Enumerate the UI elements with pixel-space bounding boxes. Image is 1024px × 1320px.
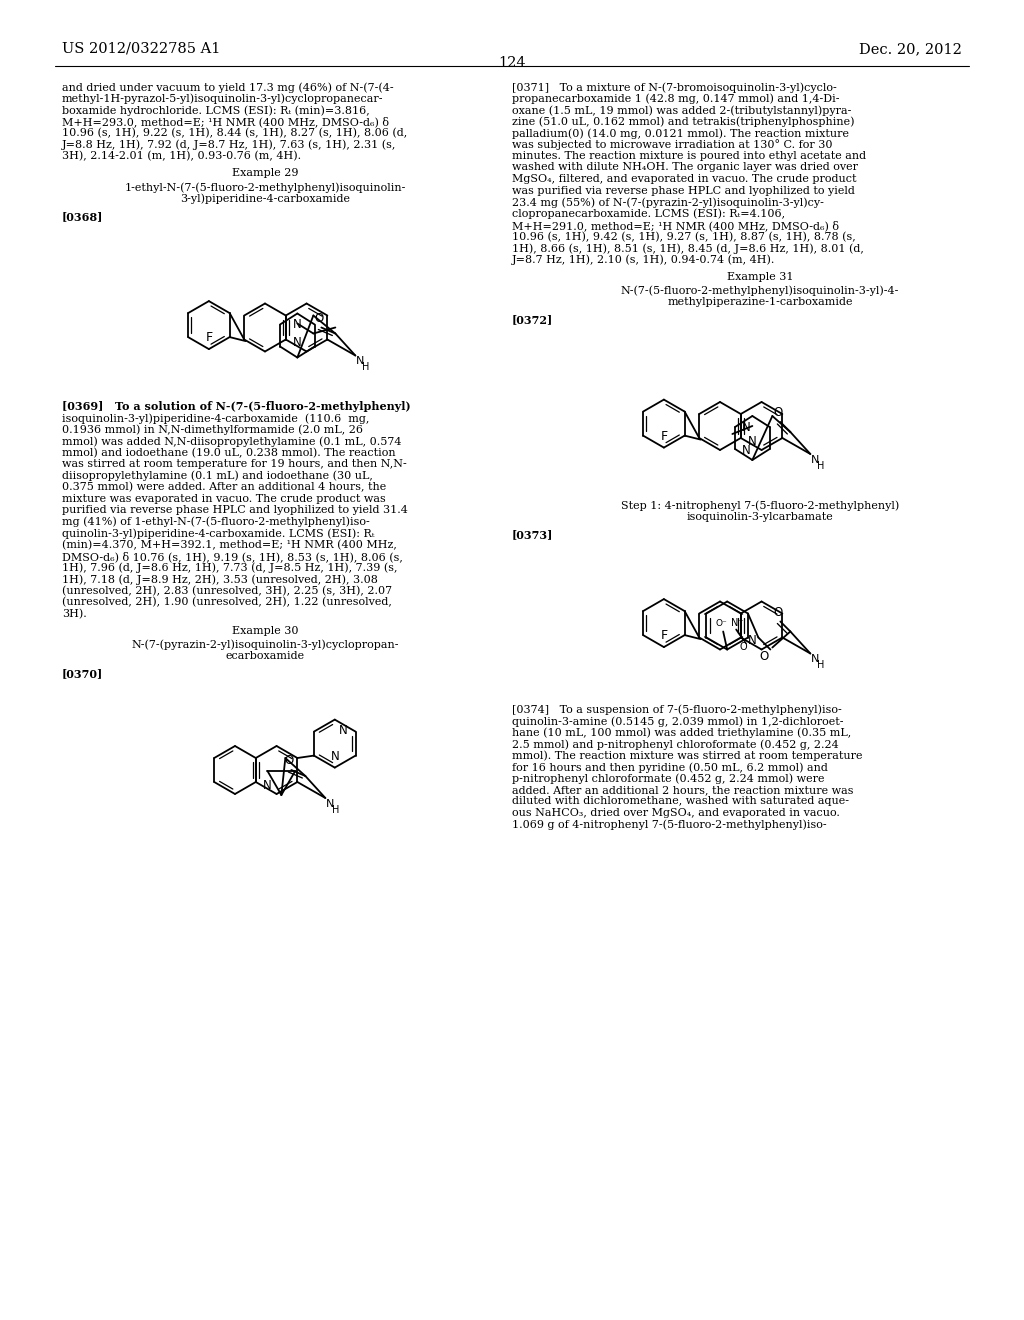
Text: N: N xyxy=(339,723,347,737)
Text: F: F xyxy=(660,429,668,442)
Text: H: H xyxy=(333,805,340,814)
Text: was stirred at room temperature for 19 hours, and then N,N-: was stirred at room temperature for 19 h… xyxy=(62,459,407,469)
Text: Step 1: 4-nitrophenyl 7-(5-fluoro-2-methylphenyl): Step 1: 4-nitrophenyl 7-(5-fluoro-2-meth… xyxy=(621,500,899,511)
Text: quinolin-3-amine (0.5145 g, 2.039 mmol) in 1,2-dichloroet-: quinolin-3-amine (0.5145 g, 2.039 mmol) … xyxy=(512,715,844,726)
Text: (unresolved, 2H), 2.83 (unresolved, 3H), 2.25 (s, 3H), 2.07: (unresolved, 2H), 2.83 (unresolved, 3H),… xyxy=(62,586,392,595)
Text: N: N xyxy=(741,421,751,434)
Text: oxane (1.5 mL, 19 mmol) was added 2-(tributylstannyl)pyra-: oxane (1.5 mL, 19 mmol) was added 2-(tri… xyxy=(512,106,851,116)
Text: O: O xyxy=(739,642,746,652)
Text: N⁺: N⁺ xyxy=(731,619,743,628)
Text: US 2012/0322785 A1: US 2012/0322785 A1 xyxy=(62,42,220,55)
Text: boxamide hydrochloride. LCMS (ESI): Rₜ (min)=3.816,: boxamide hydrochloride. LCMS (ESI): Rₜ (… xyxy=(62,106,370,116)
Text: DMSO-d₆) δ 10.76 (s, 1H), 9.19 (s, 1H), 8.53 (s, 1H), 8.06 (s,: DMSO-d₆) δ 10.76 (s, 1H), 9.19 (s, 1H), … xyxy=(62,550,402,562)
Text: diisopropylethylamine (0.1 mL) and iodoethane (30 uL,: diisopropylethylamine (0.1 mL) and iodoe… xyxy=(62,470,373,480)
Text: 3H).: 3H). xyxy=(62,609,87,619)
Text: and dried under vacuum to yield 17.3 mg (46%) of N-(7-(4-: and dried under vacuum to yield 17.3 mg … xyxy=(62,82,393,92)
Text: diluted with dichloromethane, washed with saturated aque-: diluted with dichloromethane, washed wit… xyxy=(512,796,849,807)
Text: H: H xyxy=(817,461,824,471)
Text: 124: 124 xyxy=(499,55,525,70)
Text: mmol) and iodoethane (19.0 uL, 0.238 mmol). The reaction: mmol) and iodoethane (19.0 uL, 0.238 mmo… xyxy=(62,447,395,458)
Text: washed with dilute NH₄OH. The organic layer was dried over: washed with dilute NH₄OH. The organic la… xyxy=(512,162,858,173)
Text: M+H=291.0, method=E; ¹H NMR (400 MHz, DMSO-d₆) δ: M+H=291.0, method=E; ¹H NMR (400 MHz, DM… xyxy=(512,220,839,231)
Text: [0372]: [0372] xyxy=(512,314,553,326)
Text: O: O xyxy=(759,651,768,664)
Text: N: N xyxy=(748,635,757,648)
Text: minutes. The reaction mixture is poured into ethyl acetate and: minutes. The reaction mixture is poured … xyxy=(512,150,866,161)
Text: J=8.8 Hz, 1H), 7.92 (d, J=8.7 Hz, 1H), 7.63 (s, 1H), 2.31 (s,: J=8.8 Hz, 1H), 7.92 (d, J=8.7 Hz, 1H), 7… xyxy=(62,140,396,150)
Text: zine (51.0 uL, 0.162 mmol) and tetrakis(triphenylphosphine): zine (51.0 uL, 0.162 mmol) and tetrakis(… xyxy=(512,116,854,127)
Text: [0369]   To a solution of N-(7-(5-fluoro-2-methylphenyl): [0369] To a solution of N-(7-(5-fluoro-2… xyxy=(62,401,411,412)
Text: 2.5 mmol) and p-nitrophenyl chloroformate (0.452 g, 2.24: 2.5 mmol) and p-nitrophenyl chloroformat… xyxy=(512,739,839,750)
Text: 10.96 (s, 1H), 9.42 (s, 1H), 9.27 (s, 1H), 8.87 (s, 1H), 8.78 (s,: 10.96 (s, 1H), 9.42 (s, 1H), 9.27 (s, 1H… xyxy=(512,231,856,242)
Text: 10.96 (s, 1H), 9.22 (s, 1H), 8.44 (s, 1H), 8.27 (s, 1H), 8.06 (d,: 10.96 (s, 1H), 9.22 (s, 1H), 8.44 (s, 1H… xyxy=(62,128,408,139)
Text: [0370]: [0370] xyxy=(62,668,103,680)
Text: N: N xyxy=(293,318,302,331)
Text: was purified via reverse phase HPLC and lyophilized to yield: was purified via reverse phase HPLC and … xyxy=(512,186,855,195)
Text: mg (41%) of 1-ethyl-N-(7-(5-fluoro-2-methylphenyl)iso-: mg (41%) of 1-ethyl-N-(7-(5-fluoro-2-met… xyxy=(62,516,370,527)
Text: Example 29: Example 29 xyxy=(231,169,298,178)
Text: N: N xyxy=(811,455,820,465)
Text: O: O xyxy=(314,312,324,325)
Text: methylpiperazine-1-carboxamide: methylpiperazine-1-carboxamide xyxy=(668,297,853,308)
Text: (min)=4.370, M+H=392.1, method=E; ¹H NMR (400 MHz,: (min)=4.370, M+H=392.1, method=E; ¹H NMR… xyxy=(62,540,397,550)
Text: 3-yl)piperidine-4-carboxamide: 3-yl)piperidine-4-carboxamide xyxy=(180,194,350,205)
Text: O: O xyxy=(774,407,783,418)
Text: M+H=293.0, method=E; ¹H NMR (400 MHz, DMSO-d₆) δ: M+H=293.0, method=E; ¹H NMR (400 MHz, DM… xyxy=(62,116,389,127)
Text: mixture was evaporated in vacuo. The crude product was: mixture was evaporated in vacuo. The cru… xyxy=(62,494,386,503)
Text: N-(7-(pyrazin-2-yl)isoquinolin-3-yl)cyclopropan-: N-(7-(pyrazin-2-yl)isoquinolin-3-yl)cycl… xyxy=(131,639,398,649)
Text: quinolin-3-yl)piperidine-4-carboxamide. LCMS (ESI): Rₜ: quinolin-3-yl)piperidine-4-carboxamide. … xyxy=(62,528,375,539)
Text: mmol). The reaction mixture was stirred at room temperature: mmol). The reaction mixture was stirred … xyxy=(512,751,862,762)
Text: N: N xyxy=(263,779,271,792)
Text: 1-ethyl-N-(7-(5-fluoro-2-methylphenyl)isoquinolin-: 1-ethyl-N-(7-(5-fluoro-2-methylphenyl)is… xyxy=(124,182,406,193)
Text: MgSO₄, filtered, and evaporated in vacuo. The crude product: MgSO₄, filtered, and evaporated in vacuo… xyxy=(512,174,856,183)
Text: 1H), 8.66 (s, 1H), 8.51 (s, 1H), 8.45 (d, J=8.6 Hz, 1H), 8.01 (d,: 1H), 8.66 (s, 1H), 8.51 (s, 1H), 8.45 (d… xyxy=(512,243,864,253)
Text: N: N xyxy=(748,436,757,447)
Text: Example 30: Example 30 xyxy=(231,626,298,636)
Text: was subjected to microwave irradiation at 130° C. for 30: was subjected to microwave irradiation a… xyxy=(512,140,833,150)
Text: 1.069 g of 4-nitrophenyl 7-(5-fluoro-2-methylphenyl)iso-: 1.069 g of 4-nitrophenyl 7-(5-fluoro-2-m… xyxy=(512,820,826,830)
Text: 1H), 7.18 (d, J=8.9 Hz, 2H), 3.53 (unresolved, 2H), 3.08: 1H), 7.18 (d, J=8.9 Hz, 2H), 3.53 (unres… xyxy=(62,574,378,585)
Text: N: N xyxy=(327,799,335,809)
Text: N: N xyxy=(741,444,751,457)
Text: hane (10 mL, 100 mmol) was added triethylamine (0.35 mL,: hane (10 mL, 100 mmol) was added triethy… xyxy=(512,727,851,738)
Text: 0.1936 mmol) in N,N-dimethylformamide (2.0 mL, 26: 0.1936 mmol) in N,N-dimethylformamide (2… xyxy=(62,425,362,436)
Text: 23.4 mg (55%) of N-(7-(pyrazin-2-yl)isoquinolin-3-yl)cy-: 23.4 mg (55%) of N-(7-(pyrazin-2-yl)isoq… xyxy=(512,197,824,207)
Text: H: H xyxy=(817,660,824,671)
Text: purified via reverse phase HPLC and lyophilized to yield 31.4: purified via reverse phase HPLC and lyop… xyxy=(62,506,408,515)
Text: palladium(0) (14.0 mg, 0.0121 mmol). The reaction mixture: palladium(0) (14.0 mg, 0.0121 mmol). The… xyxy=(512,128,849,139)
Text: F: F xyxy=(206,331,212,345)
Text: [0368]: [0368] xyxy=(62,211,103,222)
Text: isoquinolin-3-yl)piperidine-4-carboxamide  (110.6  mg,: isoquinolin-3-yl)piperidine-4-carboxamid… xyxy=(62,413,370,424)
Text: F: F xyxy=(660,630,668,642)
Text: ous NaHCO₃, dried over MgSO₄, and evaporated in vacuo.: ous NaHCO₃, dried over MgSO₄, and evapor… xyxy=(512,808,840,818)
Text: Example 31: Example 31 xyxy=(727,272,794,282)
Text: O: O xyxy=(774,606,783,619)
Text: N: N xyxy=(293,337,302,350)
Text: 0.375 mmol) were added. After an additional 4 hours, the: 0.375 mmol) were added. After an additio… xyxy=(62,482,386,492)
Text: ecarboxamide: ecarboxamide xyxy=(225,651,304,661)
Text: (unresolved, 2H), 1.90 (unresolved, 2H), 1.22 (unresolved,: (unresolved, 2H), 1.90 (unresolved, 2H),… xyxy=(62,597,392,607)
Text: added. After an additional 2 hours, the reaction mixture was: added. After an additional 2 hours, the … xyxy=(512,785,853,795)
Text: O⁻: O⁻ xyxy=(716,619,727,628)
Text: isoquinolin-3-ylcarbamate: isoquinolin-3-ylcarbamate xyxy=(687,511,834,521)
Text: propanecarboxamide 1 (42.8 mg, 0.147 mmol) and 1,4-Di-: propanecarboxamide 1 (42.8 mg, 0.147 mmo… xyxy=(512,94,840,104)
Text: p-nitrophenyl chloroformate (0.452 g, 2.24 mmol) were: p-nitrophenyl chloroformate (0.452 g, 2.… xyxy=(512,774,824,784)
Text: H: H xyxy=(362,363,370,372)
Text: 1H), 7.96 (d, J=8.6 Hz, 1H), 7.73 (d, J=8.5 Hz, 1H), 7.39 (s,: 1H), 7.96 (d, J=8.6 Hz, 1H), 7.73 (d, J=… xyxy=(62,562,397,573)
Text: [0374]   To a suspension of 7-(5-fluoro-2-methylphenyl)iso-: [0374] To a suspension of 7-(5-fluoro-2-… xyxy=(512,705,842,715)
Text: for 16 hours and then pyridine (0.50 mL, 6.2 mmol) and: for 16 hours and then pyridine (0.50 mL,… xyxy=(512,762,827,772)
Text: N: N xyxy=(811,655,820,664)
Text: mmol) was added N,N-diisopropylethylamine (0.1 mL, 0.574: mmol) was added N,N-diisopropylethylamin… xyxy=(62,436,401,446)
Text: [0371]   To a mixture of N-(7-bromoisoquinolin-3-yl)cyclo-: [0371] To a mixture of N-(7-bromoisoquin… xyxy=(512,82,837,92)
Text: N: N xyxy=(331,750,339,763)
Text: N: N xyxy=(356,356,365,367)
Text: methyl-1H-pyrazol-5-yl)isoquinolin-3-yl)cyclopropanecar-: methyl-1H-pyrazol-5-yl)isoquinolin-3-yl)… xyxy=(62,94,384,104)
Text: J=8.7 Hz, 1H), 2.10 (s, 1H), 0.94-0.74 (m, 4H).: J=8.7 Hz, 1H), 2.10 (s, 1H), 0.94-0.74 (… xyxy=(512,255,775,265)
Text: N-(7-(5-fluoro-2-methylphenyl)isoquinolin-3-yl)-4-: N-(7-(5-fluoro-2-methylphenyl)isoquinoli… xyxy=(621,285,899,296)
Text: 3H), 2.14-2.01 (m, 1H), 0.93-0.76 (m, 4H).: 3H), 2.14-2.01 (m, 1H), 0.93-0.76 (m, 4H… xyxy=(62,150,301,161)
Text: [0373]: [0373] xyxy=(512,529,553,540)
Text: O: O xyxy=(285,754,294,767)
Text: clopropanecarboxamide. LCMS (ESI): Rₜ=4.106,: clopropanecarboxamide. LCMS (ESI): Rₜ=4.… xyxy=(512,209,785,219)
Text: Dec. 20, 2012: Dec. 20, 2012 xyxy=(859,42,962,55)
